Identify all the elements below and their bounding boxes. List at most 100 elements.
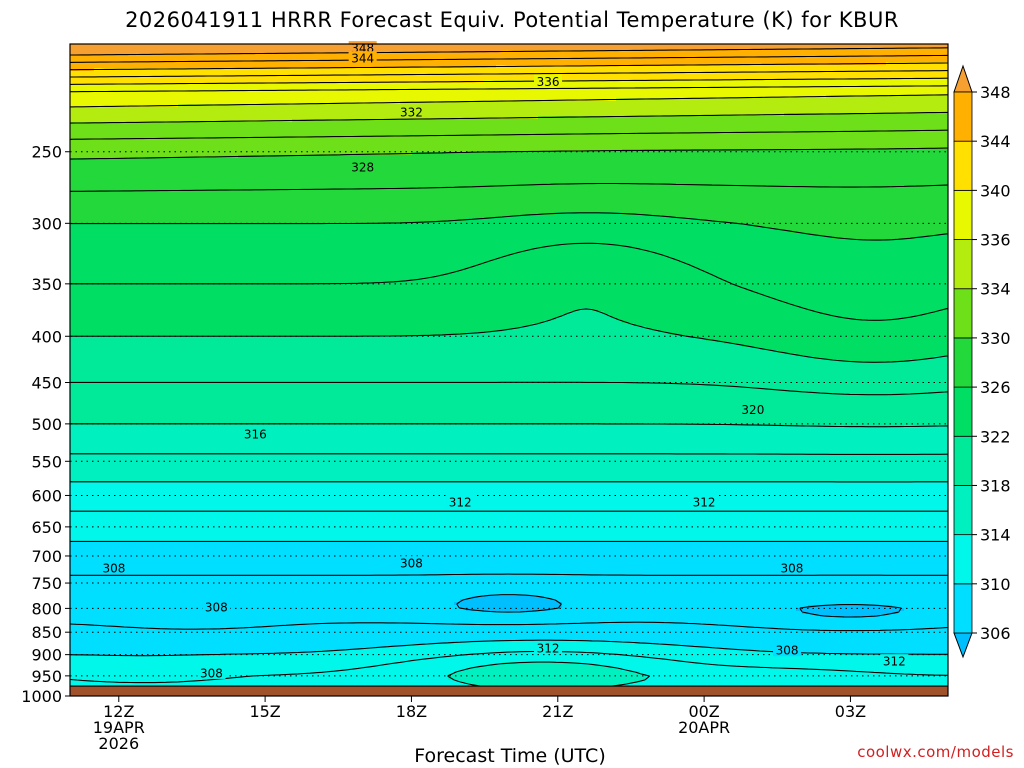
field-cell	[304, 44, 311, 54]
field-cell	[934, 482, 941, 543]
field-cell	[538, 152, 545, 216]
field-cell	[592, 44, 599, 51]
field-cell	[604, 482, 611, 543]
field-cell	[322, 155, 329, 225]
field-cell	[802, 608, 809, 615]
field-cell	[928, 44, 935, 48]
field-cell	[814, 605, 821, 615]
field-cell	[580, 152, 587, 213]
field-cell	[424, 68, 431, 84]
field-cell	[388, 53, 395, 69]
field-cell	[844, 605, 851, 618]
field-cell	[568, 311, 575, 426]
field-cell	[526, 611, 533, 642]
contour-label-text: 328	[351, 161, 374, 175]
field-cell	[568, 65, 575, 81]
field-cell	[814, 80, 821, 99]
field-cell	[754, 482, 761, 543]
field-cell	[466, 668, 473, 684]
field-cell	[622, 149, 629, 216]
field-cell	[940, 113, 947, 150]
field-cell	[214, 335, 221, 426]
contour-338	[70, 85, 948, 93]
field-cell	[502, 482, 509, 543]
field-cell	[646, 542, 653, 645]
colorbar-label: 326	[980, 378, 1011, 397]
field-cell	[436, 83, 443, 102]
field-cell	[808, 653, 815, 696]
field-cell	[652, 215, 659, 330]
field-cell	[610, 542, 617, 642]
field-cell	[328, 68, 335, 84]
field-cell	[586, 80, 593, 102]
field-cell	[826, 425, 833, 483]
field-cell	[874, 95, 881, 114]
field-cell	[574, 80, 581, 102]
field-cell	[232, 44, 239, 54]
field-cell	[904, 542, 911, 657]
contour-308	[70, 573, 948, 632]
field-cell	[778, 116, 785, 150]
field-cell	[250, 83, 257, 105]
field-cell	[490, 119, 497, 153]
field-cell	[394, 224, 401, 336]
colorbar-swatch	[953, 386, 973, 437]
contour-label: 308	[99, 561, 128, 576]
field-cell	[676, 335, 683, 426]
field-cell	[148, 44, 155, 54]
field-cell	[796, 50, 803, 66]
field-cell	[922, 149, 929, 237]
field-cell	[412, 68, 419, 84]
field-cell	[280, 335, 287, 426]
field-cell	[706, 341, 713, 426]
field-cell	[838, 425, 845, 483]
field-cell	[802, 614, 809, 654]
field-cell	[418, 53, 425, 69]
field-cell	[772, 149, 779, 231]
field-cell	[406, 83, 413, 102]
field-cell	[520, 119, 527, 153]
field-cell	[778, 542, 785, 654]
field-cell	[700, 98, 707, 117]
field-cell	[658, 44, 665, 51]
field-cell	[160, 335, 167, 426]
credit-text[interactable]: coolwx.com/models	[857, 743, 1014, 761]
field-cell	[616, 668, 623, 687]
field-cell	[676, 149, 683, 219]
field-cell	[712, 647, 719, 696]
field-cell	[142, 542, 149, 657]
field-cell	[712, 98, 719, 117]
field-cell	[112, 335, 119, 426]
field-cell	[796, 611, 803, 654]
field-cell	[232, 122, 239, 159]
field-cell	[718, 44, 725, 51]
field-cell	[640, 482, 647, 543]
field-cell	[520, 80, 527, 102]
field-cell	[682, 542, 689, 648]
field-cell	[94, 107, 101, 123]
field-cell	[400, 68, 407, 84]
field-cell	[160, 83, 167, 108]
field-cell	[490, 44, 497, 54]
field-cell	[808, 605, 815, 615]
field-cell	[130, 335, 137, 426]
field-cell	[346, 104, 353, 120]
field-cell	[106, 335, 113, 426]
field-cell	[826, 542, 833, 606]
field-cell	[928, 149, 935, 237]
field-cell	[550, 80, 557, 102]
field-cell	[244, 224, 251, 336]
field-cell	[922, 113, 929, 150]
field-cell	[82, 542, 89, 657]
field-cell	[550, 44, 557, 51]
field-cell	[256, 653, 263, 696]
field-cell	[496, 80, 503, 102]
field-cell	[358, 119, 365, 156]
field-cell	[730, 80, 737, 99]
field-cell	[562, 152, 569, 213]
field-cell	[472, 68, 479, 84]
field-cell	[184, 122, 191, 159]
field-cell	[250, 224, 257, 336]
field-cell	[382, 104, 389, 120]
y-tick-label: 250	[31, 143, 62, 162]
